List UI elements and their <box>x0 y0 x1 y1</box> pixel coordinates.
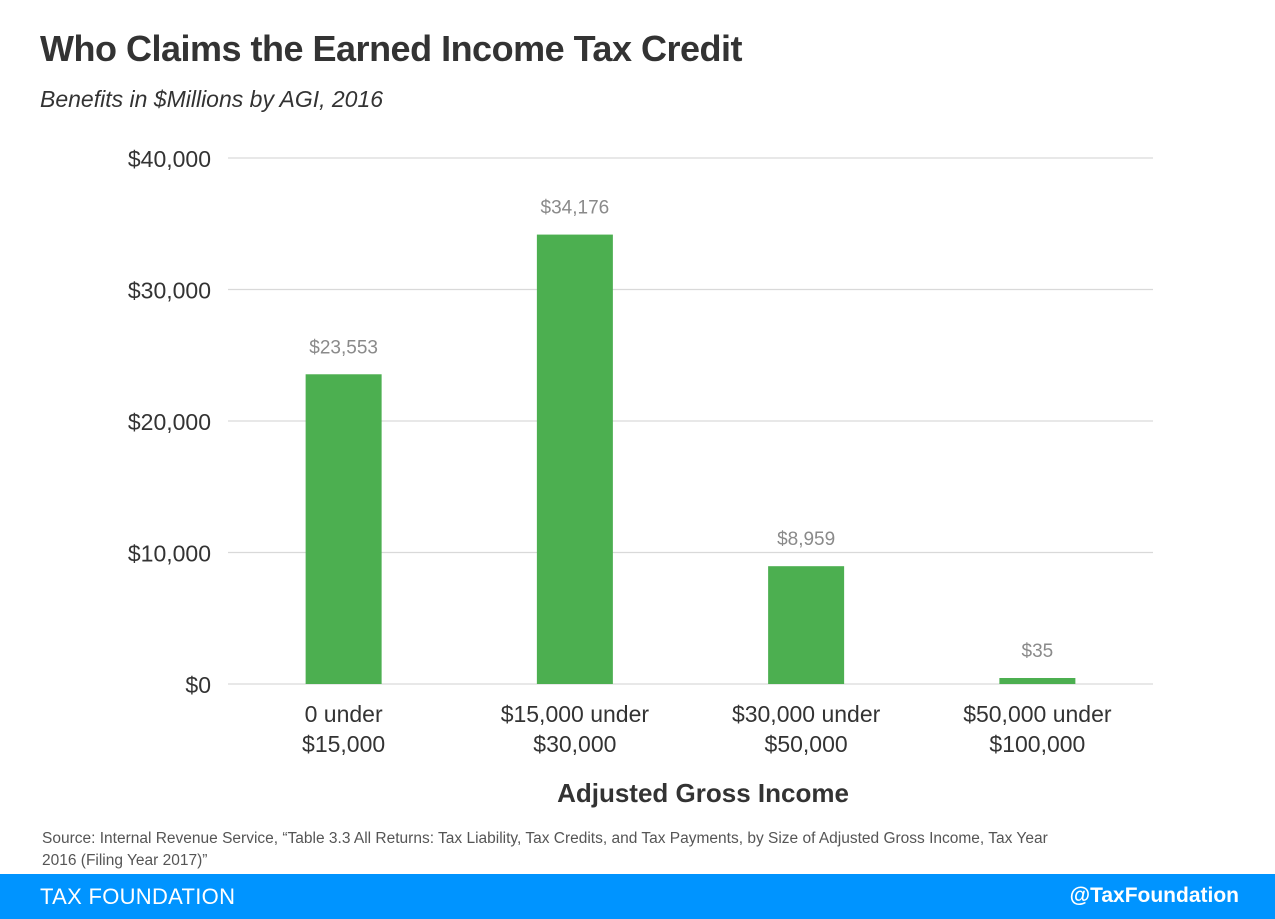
data-label: $23,553 <box>309 337 378 358</box>
x-tick-label: $15,000 <box>302 731 385 757</box>
footer-brand: TAX FOUNDATION <box>40 884 236 909</box>
source-note: Source: Internal Revenue Service, “Table… <box>42 830 1048 869</box>
chart-subtitle: Benefits in $Millions by AGI, 2016 <box>40 86 384 112</box>
x-tick-label: $50,000 <box>765 731 848 757</box>
y-axis-ticks: $0 $10,000 $20,000 $30,000 $40,000 <box>128 146 211 698</box>
x-tick-label: 0 under <box>305 701 383 727</box>
bars <box>305 234 1076 684</box>
y-tick-label: $30,000 <box>128 278 211 304</box>
bar <box>305 374 382 684</box>
data-label: $8,959 <box>777 529 835 550</box>
bar <box>768 566 845 684</box>
x-tick-label: $50,000 under <box>963 701 1112 727</box>
footer-handle-link[interactable]: @TaxFoundation <box>1069 884 1239 907</box>
bar <box>999 678 1076 684</box>
x-axis-title: Adjusted Gross Income <box>557 778 849 808</box>
y-tick-label: $0 <box>185 672 211 698</box>
data-label: $35 <box>1022 641 1054 662</box>
x-tick-label: $30,000 <box>533 731 616 757</box>
gridlines <box>228 157 1153 685</box>
y-tick-label: $40,000 <box>128 146 211 172</box>
x-axis-ticks: 0 under $15,000 $15,000 under $30,000 $30,00… <box>302 701 1112 757</box>
data-label: $34,176 <box>541 198 610 219</box>
y-tick-label: $10,000 <box>128 541 211 567</box>
x-tick-label: $100,000 <box>989 731 1085 757</box>
x-tick-label: $15,000 under <box>501 701 650 727</box>
bar <box>536 234 613 684</box>
chart-title: Who Claims the Earned Income Tax Credit <box>40 28 742 69</box>
x-tick-label: $30,000 under <box>732 701 881 727</box>
footer-bar: TAX FOUNDATION @TaxFoundation <box>0 874 1275 919</box>
y-tick-label: $20,000 <box>128 409 211 435</box>
data-labels: $23,553 $34,176 $8,959 $35 <box>309 198 1053 662</box>
